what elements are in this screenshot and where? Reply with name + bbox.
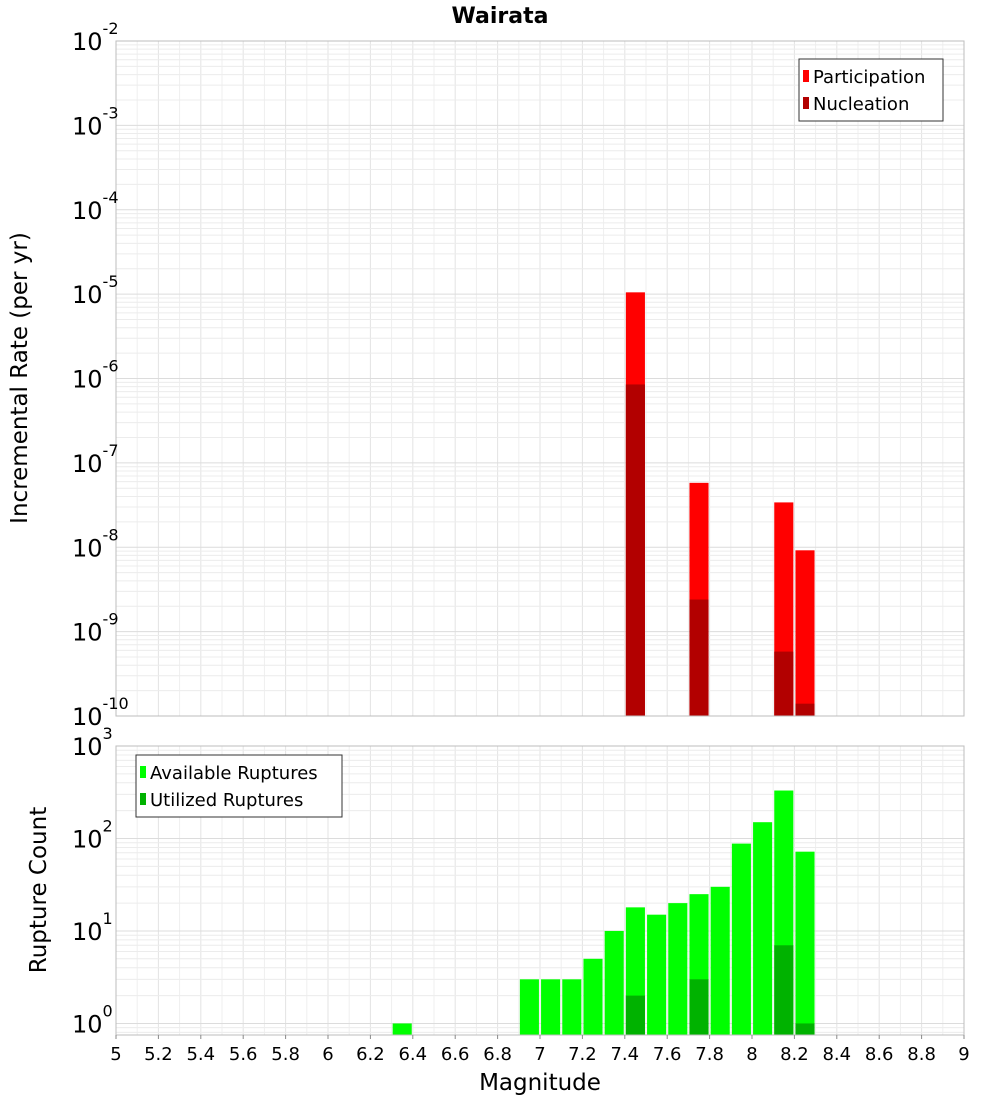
x-axis-label: Magnitude xyxy=(479,1070,601,1096)
top-y-tick-label: 10-5 xyxy=(72,272,119,309)
bottom-bar-utilized-ruptures xyxy=(625,995,645,1035)
bottom-bar-available-ruptures xyxy=(647,914,667,1035)
top-y-tick-label: 10-7 xyxy=(72,441,119,478)
bottom-x-tick-label: 6.4 xyxy=(398,1044,427,1065)
top-bar-nucleation xyxy=(625,384,645,716)
top-y-tick-label: 10-9 xyxy=(72,610,119,647)
bottom-x-tick-label: 9 xyxy=(958,1044,969,1065)
top-legend xyxy=(798,58,944,122)
bottom-bar-available-ruptures xyxy=(753,822,773,1035)
bottom-x-tick-label: 6.8 xyxy=(483,1044,512,1065)
bottom-x-tick-label: 5.8 xyxy=(271,1044,300,1065)
top-y-tick-label: 10-10 xyxy=(72,694,129,731)
bottom-bar-available-ruptures xyxy=(392,1023,412,1035)
bottom-x-tick-label: 6.2 xyxy=(356,1044,385,1065)
bottom-legend-label: Available Ruptures xyxy=(150,763,318,784)
top-y-tick-label: 10-8 xyxy=(72,525,119,562)
top-legend-swatch xyxy=(803,70,809,82)
top-y-tick-label: 10-6 xyxy=(72,357,119,394)
bottom-y-tick-label: 100 xyxy=(72,1001,113,1038)
bottom-bar-available-ruptures xyxy=(519,979,539,1035)
chart-title: Wairata xyxy=(452,4,549,29)
bottom-bar-available-ruptures xyxy=(731,843,751,1035)
bottom-x-tick-label: 6.6 xyxy=(441,1044,470,1065)
bottom-bar-utilized-ruptures xyxy=(774,945,794,1035)
bottom-bar-available-ruptures xyxy=(668,903,688,1035)
bottom-x-tick-label: 8.8 xyxy=(907,1044,936,1065)
bottom-y-tick-label: 103 xyxy=(72,724,113,761)
bottom-legend-swatch xyxy=(140,766,146,778)
bottom-x-tick-label: 5.2 xyxy=(144,1044,173,1065)
bottom-bar-available-ruptures xyxy=(795,851,815,1035)
top-legend-label: Participation xyxy=(813,67,925,88)
bottom-legend-label: Utilized Ruptures xyxy=(150,790,303,811)
top-bar-nucleation xyxy=(795,703,815,716)
bottom-y-tick-label: 102 xyxy=(72,816,113,853)
bottom-legend-swatch xyxy=(140,793,146,805)
bottom-y-tick-label: 101 xyxy=(72,909,113,946)
bottom-bar-available-ruptures xyxy=(562,979,582,1035)
bottom-x-tick-label: 7.2 xyxy=(568,1044,597,1065)
top-plot: 10-10 10-9 10-8 10-7 10-6 10-5 10-4 10-3 10-2 Par… xyxy=(72,19,965,731)
bottom-bar-available-ruptures xyxy=(541,979,561,1035)
top-bar-participation xyxy=(795,550,815,716)
bottom-x-tick-label: 6 xyxy=(322,1044,333,1065)
bottom-x-tick-label: 8.6 xyxy=(865,1044,894,1065)
bottom-x-tick-label: 8.4 xyxy=(822,1044,851,1065)
top-legend-label: Nucleation xyxy=(813,94,909,115)
bottom-x-tick-label: 5.6 xyxy=(229,1044,258,1065)
bottom-bar-utilized-ruptures xyxy=(689,979,709,1035)
bottom-bar-available-ruptures xyxy=(604,930,624,1035)
top-y-axis-label: Incremental Rate (per yr) xyxy=(7,232,33,524)
bottom-x-tick-label: 8 xyxy=(746,1044,757,1065)
bottom-legend xyxy=(135,754,343,818)
top-y-tick-label: 10-3 xyxy=(72,103,119,140)
bottom-y-axis-label: Rupture Count xyxy=(26,807,52,973)
bottom-x-tick-label: 7.4 xyxy=(610,1044,639,1065)
bottom-bar-available-ruptures xyxy=(583,958,603,1035)
top-bar-nucleation xyxy=(689,599,709,716)
top-bar-nucleation xyxy=(774,651,794,716)
bottom-bar-available-ruptures xyxy=(710,886,730,1035)
top-plot-frame xyxy=(115,40,965,717)
bottom-x-tick-label: 7.6 xyxy=(653,1044,682,1065)
bottom-x-tick-label: 5.4 xyxy=(186,1044,215,1065)
bottom-bar-utilized-ruptures xyxy=(795,1023,815,1035)
top-y-tick-label: 10-2 xyxy=(72,19,119,56)
bottom-plot: 100 101 102 103 5 5.2 5.4 5.6 5.8 6 6.2 6.4 6.6 6.8 7 7… xyxy=(72,724,970,1065)
top-y-tick-label: 10-4 xyxy=(72,188,119,225)
bottom-x-tick-label: 8.2 xyxy=(780,1044,809,1065)
top-legend-swatch xyxy=(803,97,809,109)
bottom-x-tick-label: 7.8 xyxy=(695,1044,724,1065)
bottom-x-tick-label: 5 xyxy=(110,1044,121,1065)
bottom-x-tick-label: 7 xyxy=(534,1044,545,1065)
